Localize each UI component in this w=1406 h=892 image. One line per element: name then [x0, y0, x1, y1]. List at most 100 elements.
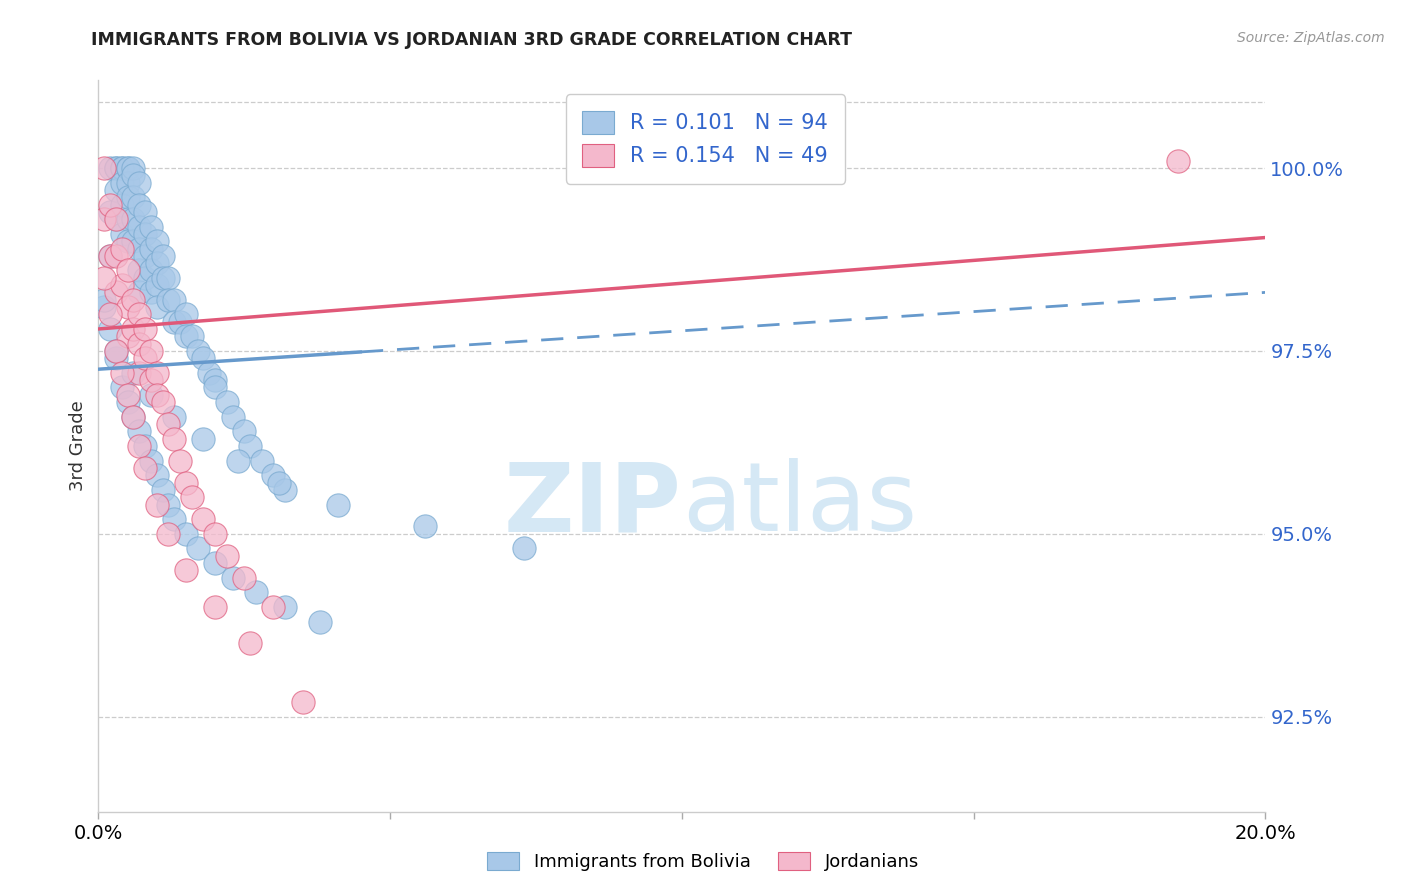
Point [134, 270, 156, 285]
Point [93, 270, 115, 285]
Point [104, 351, 127, 366]
Point [193, 432, 215, 446]
Point [152, 249, 174, 263]
Point [117, 190, 139, 204]
Point [163, 293, 186, 307]
Text: Source: ZipAtlas.com: Source: ZipAtlas.com [1237, 31, 1385, 45]
Point [193, 351, 215, 366]
Point [93, 293, 115, 307]
Point [117, 329, 139, 343]
Point [215, 549, 238, 563]
Point [117, 212, 139, 227]
Point [174, 526, 197, 541]
Point [174, 329, 197, 343]
Point [146, 278, 169, 293]
Point [169, 453, 191, 467]
Point [128, 336, 150, 351]
Point [117, 161, 139, 175]
Point [215, 395, 238, 409]
Point [146, 498, 169, 512]
Point [174, 475, 197, 490]
Point [239, 636, 262, 650]
Point [152, 395, 174, 409]
Point [163, 315, 186, 329]
Text: ZIP: ZIP [503, 458, 682, 551]
Point [180, 490, 202, 504]
Point [93, 300, 115, 314]
Point [163, 432, 186, 446]
Point [221, 571, 243, 585]
Point [117, 395, 139, 409]
Point [104, 212, 127, 227]
Point [111, 161, 134, 175]
Point [1167, 153, 1189, 168]
Point [139, 373, 162, 387]
Point [157, 498, 180, 512]
Point [111, 227, 134, 241]
Point [98, 205, 121, 219]
Point [111, 242, 134, 256]
Point [122, 161, 145, 175]
Point [152, 483, 174, 497]
Point [204, 380, 226, 394]
Point [152, 270, 174, 285]
Point [98, 307, 121, 321]
Point [122, 366, 145, 380]
Point [117, 161, 139, 175]
Point [134, 351, 156, 366]
Text: IMMIGRANTS FROM BOLIVIA VS JORDANIAN 3RD GRADE CORRELATION CHART: IMMIGRANTS FROM BOLIVIA VS JORDANIAN 3RD… [91, 31, 852, 49]
Y-axis label: 3rd Grade: 3rd Grade [69, 401, 87, 491]
Point [117, 234, 139, 248]
Point [157, 293, 180, 307]
Point [111, 380, 134, 394]
Point [117, 300, 139, 314]
Point [134, 439, 156, 453]
Point [104, 161, 127, 175]
Point [128, 176, 150, 190]
Point [157, 526, 180, 541]
Point [204, 526, 226, 541]
Point [111, 278, 134, 293]
Point [163, 409, 186, 424]
Point [122, 409, 145, 424]
Point [250, 453, 273, 467]
Point [221, 409, 243, 424]
Point [98, 249, 121, 263]
Point [104, 249, 127, 263]
Point [98, 249, 121, 263]
Point [93, 161, 115, 175]
Point [128, 263, 150, 277]
Point [111, 197, 134, 211]
Point [233, 571, 256, 585]
Point [128, 242, 150, 256]
Point [128, 285, 150, 300]
Point [104, 161, 127, 175]
Point [139, 453, 162, 467]
Point [513, 541, 536, 556]
Point [134, 461, 156, 475]
Point [146, 300, 169, 314]
Point [146, 388, 169, 402]
Point [134, 249, 156, 263]
Point [163, 512, 186, 526]
Legend: Immigrants from Bolivia, Jordanians: Immigrants from Bolivia, Jordanians [479, 845, 927, 879]
Point [93, 212, 115, 227]
Point [128, 366, 150, 380]
Point [146, 256, 169, 270]
Point [239, 439, 262, 453]
Text: atlas: atlas [682, 458, 917, 551]
Point [98, 161, 121, 175]
Point [269, 475, 291, 490]
Point [117, 388, 139, 402]
Point [104, 212, 127, 227]
Point [245, 585, 267, 599]
Point [122, 190, 145, 204]
Point [139, 285, 162, 300]
Point [139, 219, 162, 234]
Point [139, 388, 162, 402]
Point [262, 468, 284, 483]
Point [134, 227, 156, 241]
Point [174, 563, 197, 577]
Point [134, 322, 156, 336]
Point [157, 417, 180, 431]
